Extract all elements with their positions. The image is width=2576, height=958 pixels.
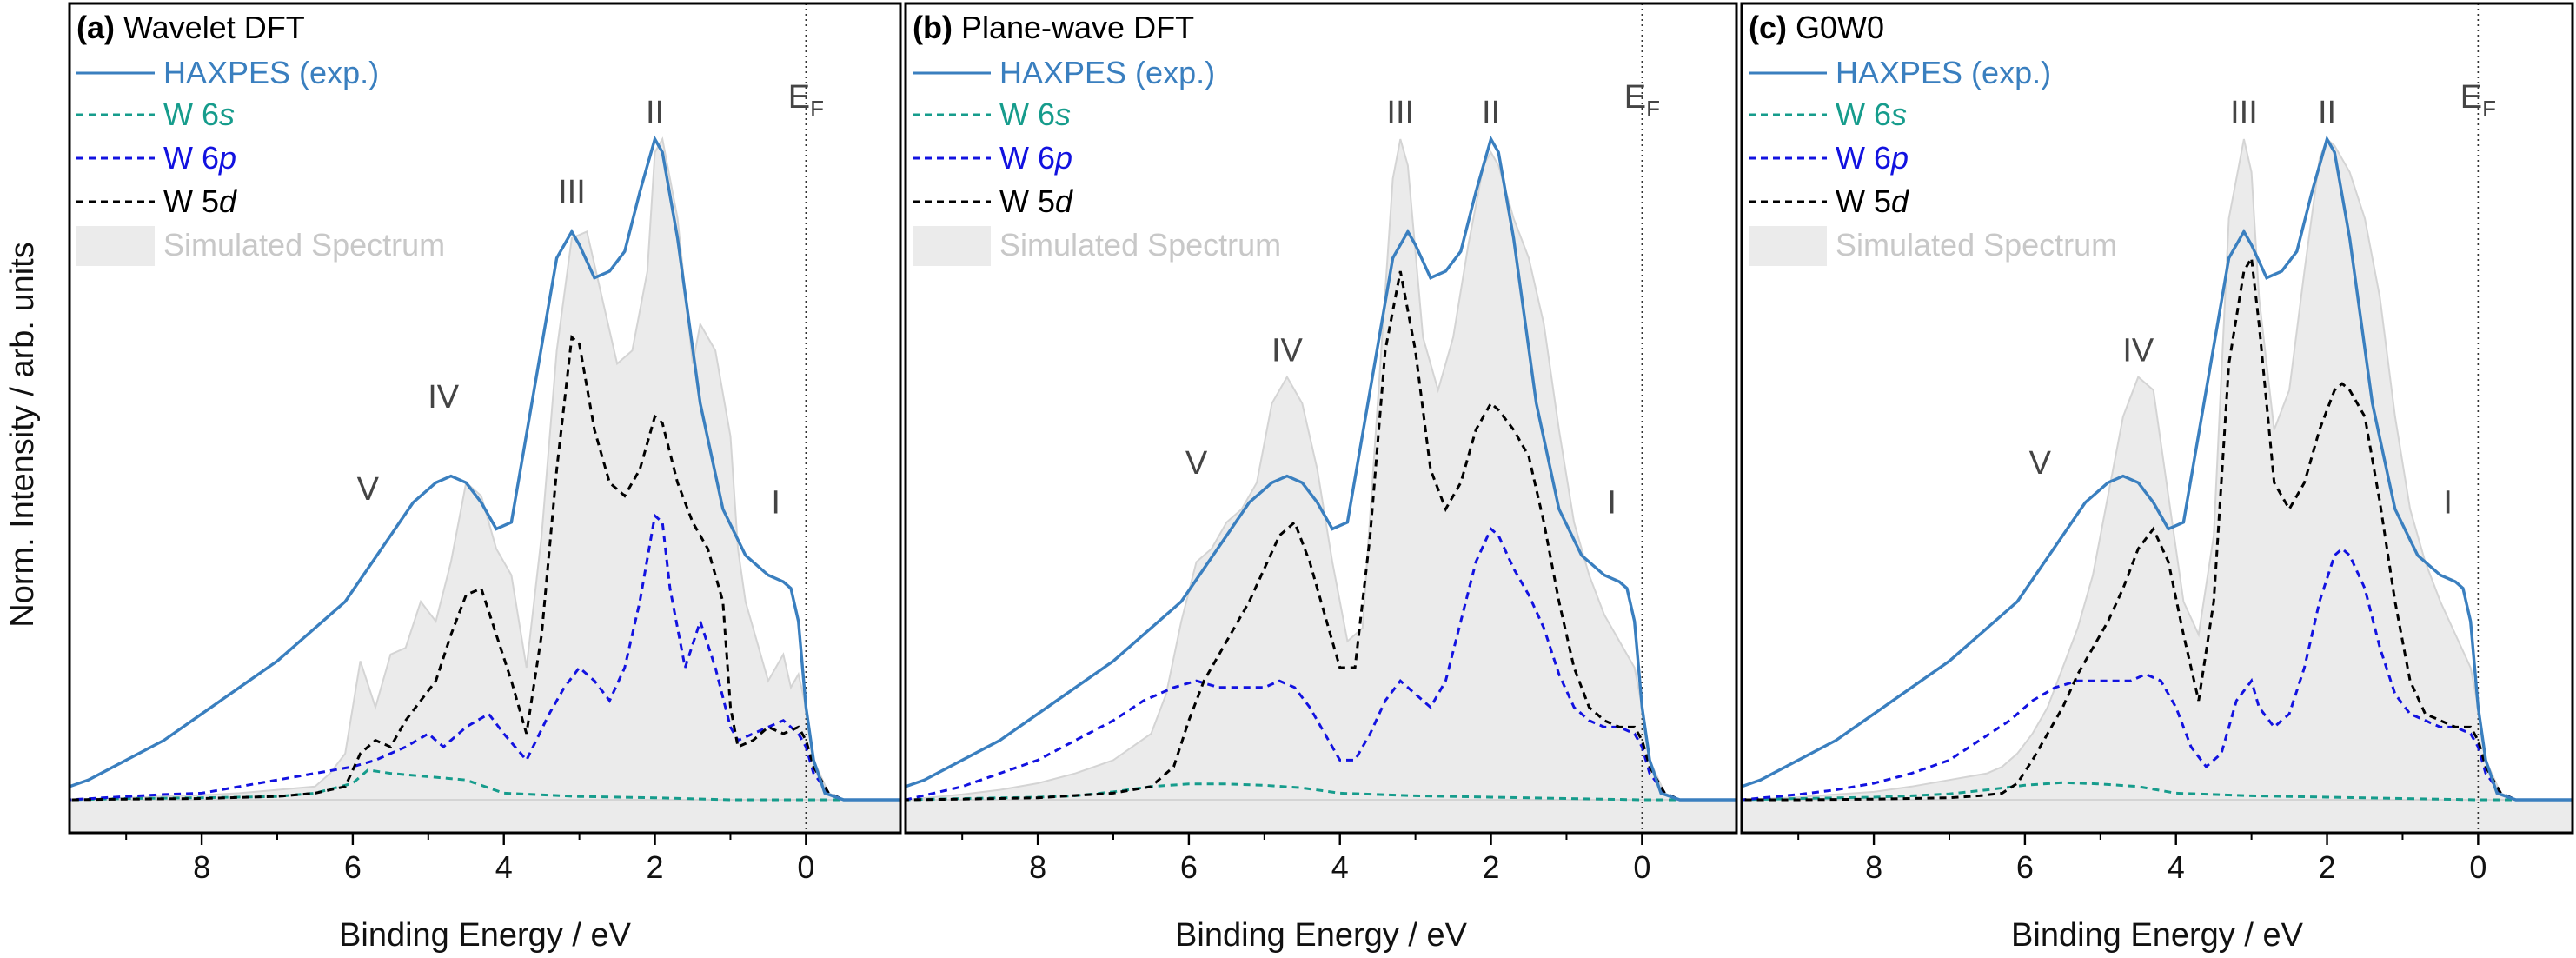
x-tick-label: 8 <box>1029 849 1046 885</box>
panel-frame <box>904 2 1738 835</box>
x-tick-label: 4 <box>2168 849 2185 885</box>
legend-simulated-label: Simulated Spectrum <box>163 227 445 263</box>
x-tick-label: 0 <box>2469 849 2486 885</box>
legend-w5d-label: W 5d <box>999 183 1073 219</box>
legend: HAXPES (exp.) W 6s W 6p W 5d Simulated Spect… <box>1749 55 2117 266</box>
panel-name: Wavelet DFT <box>115 10 305 45</box>
panel-1: 8 6 4 2 0 Binding Energy / eV (a) Wavelet DFT E… <box>68 2 902 954</box>
x-tick-label: 6 <box>2016 849 2034 885</box>
x-axis-label: Binding Energy / eV <box>2011 917 2304 954</box>
plot-area <box>1742 3 2573 833</box>
legend-w6s-label: W 6s <box>163 96 235 132</box>
x-tick-label: 0 <box>1633 849 1650 885</box>
plot-area <box>70 3 900 833</box>
legend-w6p-label: W 6p <box>999 140 1072 176</box>
x-tick-label: 6 <box>344 849 362 885</box>
series-w6p-line <box>906 526 1736 802</box>
plot-area <box>906 3 1736 833</box>
legend-w6s-label: W 6s <box>1836 96 1907 132</box>
peak-label-IV: IV <box>428 379 460 416</box>
panel-title: (a) Wavelet DFT <box>76 10 305 45</box>
fermi-level-label: EF <box>788 79 824 122</box>
x-axis-label: Binding Energy / eV <box>339 917 632 954</box>
series-haxpes-line <box>70 135 900 802</box>
legend-haxpes-label: HAXPES (exp.) <box>163 55 379 90</box>
peak-label-I: I <box>2443 484 2453 521</box>
fermi-level-label: EF <box>2460 79 2496 122</box>
series-w5d-line <box>70 334 900 802</box>
x-tick-label: 6 <box>1180 849 1198 885</box>
panel-name: G0W0 <box>1787 10 1884 45</box>
baseline-shade <box>1742 800 2573 833</box>
legend-simulated-label: Simulated Spectrum <box>1836 227 2117 263</box>
y-axis-label: Norm. Intensity / arb. units <box>4 242 41 628</box>
x-tick-label: 4 <box>495 849 513 885</box>
series-w5d-line <box>1742 254 2573 802</box>
x-axis-label: Binding Energy / eV <box>1175 917 1468 954</box>
series-w6p-line <box>1742 547 2573 802</box>
panel-frame <box>1740 2 2574 835</box>
peak-label-V: V <box>357 471 380 508</box>
x-tick-label: 8 <box>1865 849 1882 885</box>
x-tick-label: 2 <box>2319 849 2336 885</box>
panel-tag: (b) <box>913 10 953 45</box>
legend: HAXPES (exp.) W 6s W 6p W 5d Simulated Spect… <box>76 55 445 266</box>
peak-label-II: II <box>646 95 664 131</box>
peak-label-IV: IV <box>1271 333 1304 369</box>
peak-label-III: III <box>558 174 586 210</box>
peak-label-III: III <box>1386 95 1414 131</box>
x-tick-label: 2 <box>1483 849 1500 885</box>
legend-w6s-label: W 6s <box>999 96 1071 132</box>
legend-w5d-label: W 5d <box>1836 183 1909 219</box>
series-haxpes-line <box>906 135 1736 802</box>
x-tick-label: 2 <box>647 849 664 885</box>
peak-label-I: I <box>771 484 780 521</box>
panel-tag: (c) <box>1749 10 1787 45</box>
panels: 8 6 4 2 0 Binding Energy / eV (a) Wavelet DFT E… <box>68 2 2574 954</box>
simulated-spectrum-area <box>1742 137 2573 801</box>
panel-2: 8 6 4 2 0 Binding Energy / eV (b) Plane-wave D… <box>904 2 1738 954</box>
peak-label-II: II <box>2318 95 2336 131</box>
x-tick-label: 0 <box>797 849 814 885</box>
panel-tag: (a) <box>76 10 115 45</box>
legend-w5d-label: W 5d <box>163 183 237 219</box>
panel-frame <box>68 2 902 835</box>
series-w6s-line <box>1742 781 2573 802</box>
panel-title: (c) G0W0 <box>1749 10 1884 45</box>
peak-label-II: II <box>1482 95 1500 131</box>
series-haxpes-line <box>1742 135 2573 802</box>
panel-name: Plane-wave DFT <box>953 10 1194 45</box>
legend-simulated-swatch <box>76 226 155 266</box>
series-w6s-line <box>906 782 1736 802</box>
peak-label-III: III <box>2230 95 2258 131</box>
legend-w6p-label: W 6p <box>163 140 236 176</box>
series-w5d-line <box>906 270 1736 802</box>
simulated-spectrum-area <box>906 138 1736 801</box>
x-tick-label: 4 <box>1331 849 1349 885</box>
peak-label-V: V <box>1185 445 1208 482</box>
legend-haxpes-label: HAXPES (exp.) <box>1836 55 2051 90</box>
legend-simulated-label: Simulated Spectrum <box>999 227 1281 263</box>
baseline-shade <box>70 800 900 833</box>
legend: HAXPES (exp.) W 6s W 6p W 5d Simulated Spect… <box>913 55 1281 266</box>
baseline-shade <box>906 800 1736 833</box>
panel-title: (b) Plane-wave DFT <box>913 10 1194 45</box>
legend-simulated-swatch <box>913 226 991 266</box>
series-w6s-line <box>70 768 900 802</box>
legend-w6p-label: W 6p <box>1836 140 1909 176</box>
x-tick-label: 8 <box>193 849 210 885</box>
peak-label-I: I <box>1607 484 1617 521</box>
series-w6p-line <box>70 513 900 802</box>
legend-haxpes-label: HAXPES (exp.) <box>999 55 1215 90</box>
fermi-level-label: EF <box>1624 79 1660 122</box>
legend-simulated-swatch <box>1749 226 1827 266</box>
peak-label-IV: IV <box>2122 333 2154 369</box>
peak-label-V: V <box>2029 445 2052 482</box>
